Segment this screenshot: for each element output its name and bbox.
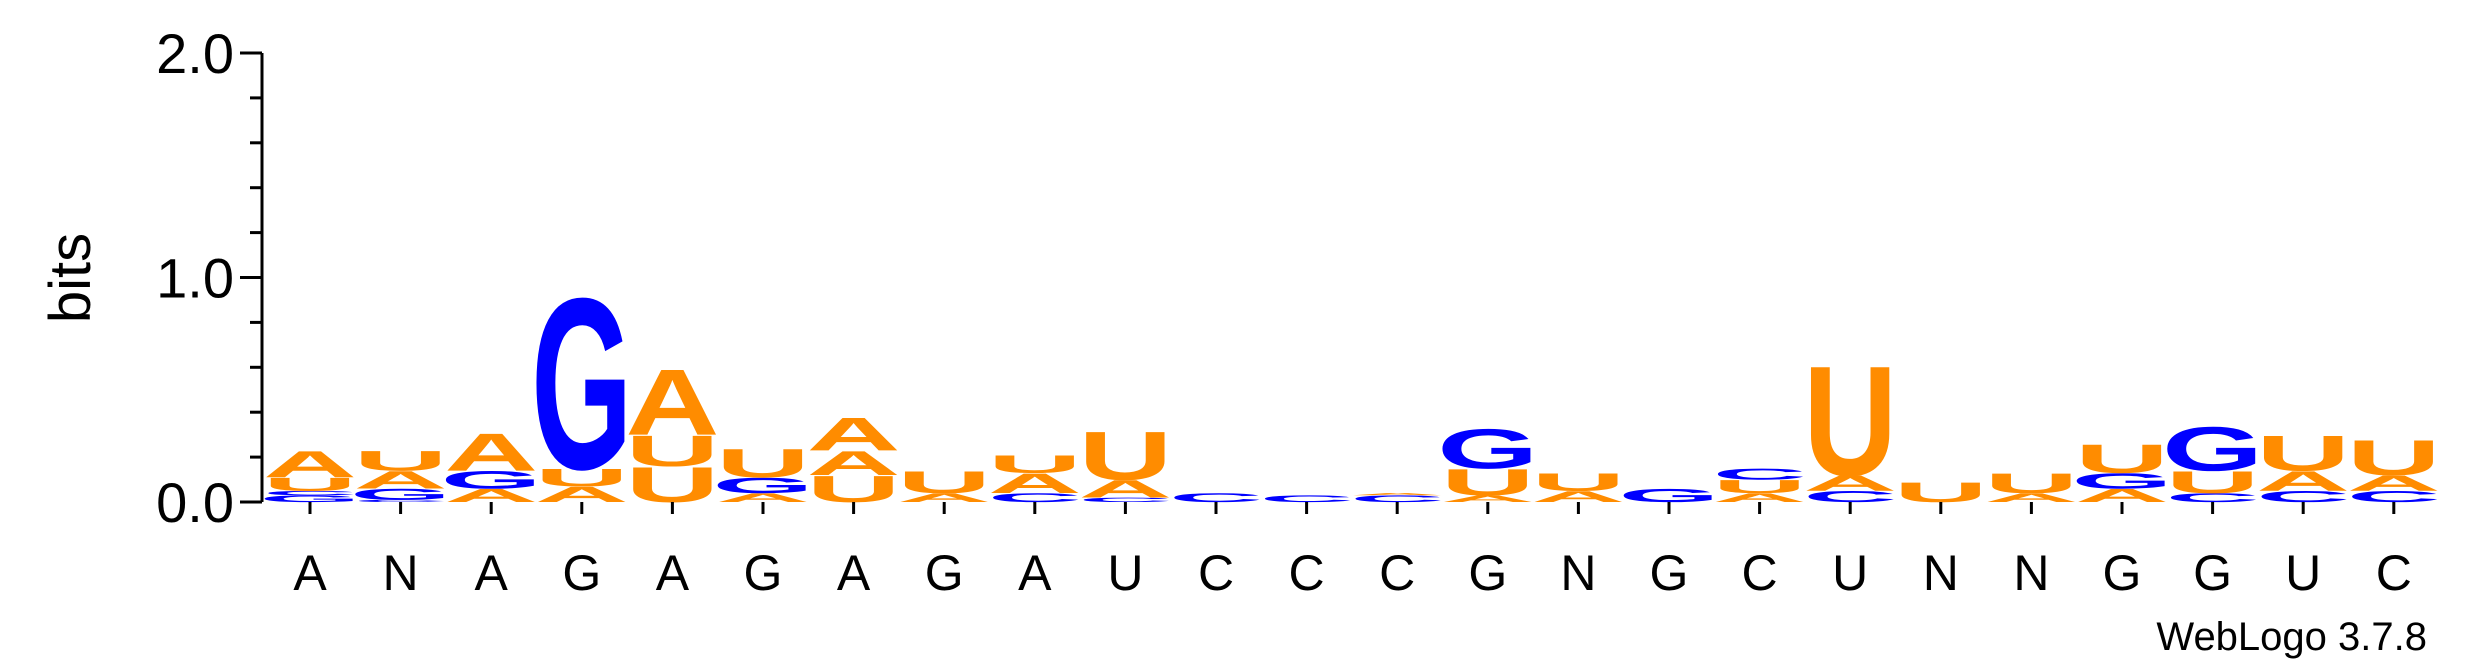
- logo-letter-u: U: [988, 450, 1082, 478]
- logo-letter-a: A: [1531, 488, 1625, 506]
- logo-letter-c: C: [988, 491, 1082, 505]
- logo-letter-c: C: [2347, 488, 2441, 506]
- logo-letter-a: A: [2347, 471, 2441, 496]
- logo-letter-u: U: [716, 441, 810, 486]
- y-tick-label: 0.0: [156, 471, 234, 534]
- y-axis: 0.0 1.0 2.0: [156, 22, 264, 534]
- logo-letter-a: A: [354, 466, 448, 494]
- y-tick-label: 2.0: [156, 22, 234, 85]
- logo-letter-c: C: [1260, 493, 1354, 504]
- x-tick-label: G: [744, 545, 783, 601]
- x-tick-label: C: [1742, 545, 1778, 601]
- logo-letter-c: C: [1078, 496, 1172, 503]
- logo-letter-a: A: [444, 485, 538, 506]
- x-tick-label: A: [656, 545, 690, 601]
- logo-letter-a: A: [625, 350, 719, 455]
- logo-letter-a: A: [1350, 492, 1444, 496]
- logo-letter-g: G: [2162, 414, 2263, 485]
- x-tick-label: C: [1379, 545, 1415, 601]
- logo-letter-g: G: [1437, 418, 1538, 481]
- x-tick-label: A: [1018, 545, 1052, 601]
- logo-stacks: GCUACGAUAGAAUGUUAAGUUAAAUCAUCAUCCCAAUGAU…: [259, 247, 2441, 520]
- x-tick-label: N: [1560, 545, 1596, 601]
- x-tick-label: G: [1468, 545, 1507, 601]
- logo-letter-a: A: [1078, 475, 1172, 503]
- x-tick-label: N: [383, 545, 419, 601]
- logo-letter-a: A: [807, 444, 901, 482]
- x-tick-label: U: [2285, 545, 2321, 601]
- logo-letter-a: A: [444, 423, 538, 482]
- logo-letter-u: U: [2166, 465, 2260, 500]
- logo-letter-c: C: [2256, 488, 2350, 506]
- logo-letter-u: U: [2347, 430, 2441, 486]
- x-tick-label: A: [475, 545, 509, 601]
- logo-letter-u: U: [535, 464, 629, 492]
- logo-letter-c: C: [1713, 465, 1807, 483]
- logo-letter-u: U: [1531, 468, 1625, 496]
- x-tick-label: G: [2103, 545, 2142, 601]
- x-tick-label: G: [2193, 545, 2232, 601]
- x-tick-label: A: [293, 545, 327, 601]
- logo-letter-u: U: [1803, 334, 1897, 509]
- logo-letter-a: A: [897, 491, 991, 505]
- logo-letter-u: U: [1713, 476, 1807, 497]
- logo-letter-c: C: [1350, 493, 1444, 504]
- logo-letter-c: C: [1169, 491, 1263, 505]
- x-tick-label: N: [2013, 545, 2049, 601]
- x-tick-label: C: [2376, 545, 2412, 601]
- logo-letter-c: C: [1803, 488, 1897, 506]
- logo-letter-u: U: [897, 465, 991, 500]
- logo-letter-u: U: [354, 445, 448, 476]
- logo-letter-c: C: [354, 499, 448, 503]
- weblogo-credit: WebLogo 3.7.8: [2156, 615, 2427, 659]
- x-tick-label: C: [1289, 545, 1325, 601]
- x-tick-label: G: [925, 545, 964, 601]
- logo-letter-u: U: [1984, 468, 2078, 499]
- logo-letter-a: A: [1984, 491, 2078, 505]
- x-tick-label: G: [562, 545, 601, 601]
- y-tick-label: 1.0: [156, 247, 234, 310]
- logo-letter-u: U: [1078, 418, 1172, 495]
- y-axis-label: bits: [38, 233, 103, 323]
- logo-letter-a: A: [263, 444, 357, 486]
- logo-letter-u: U: [263, 474, 357, 495]
- logo-letter-a: A: [2075, 485, 2169, 506]
- x-tick-label: U: [1832, 545, 1868, 601]
- logo-letter-u: U: [625, 426, 719, 475]
- x-tick-label: G: [1650, 545, 1689, 601]
- logo-letter-g: G: [259, 493, 360, 504]
- logo-letter-a: A: [988, 468, 1082, 499]
- logo-letter-g: G: [441, 466, 542, 494]
- x-tick-label: C: [1198, 545, 1234, 601]
- logo-letter-g: G: [712, 473, 813, 498]
- logo-letter-a: A: [1803, 471, 1897, 496]
- logo-letter-g: G: [2071, 469, 2172, 494]
- logo-letter-a: A: [716, 491, 810, 505]
- logo-letter-a: A: [807, 408, 901, 461]
- logo-letter-a: A: [1441, 493, 1535, 504]
- logo-letter-u: U: [2256, 425, 2350, 481]
- logo-letter-u: U: [1441, 462, 1535, 504]
- logo-letter-c: C: [2166, 491, 2260, 505]
- x-tick-label: A: [837, 545, 871, 601]
- logo-letter-u: U: [2075, 437, 2169, 482]
- logo-letter-g: G: [531, 247, 632, 520]
- logo-letter-a: A: [1713, 491, 1807, 505]
- logo-letter-c: C: [263, 490, 357, 497]
- logo-letter-g: G: [350, 486, 451, 504]
- x-tick-label: N: [1923, 545, 1959, 601]
- logo-letter-g: G: [1618, 485, 1719, 506]
- logo-letter-a: A: [2256, 465, 2350, 496]
- x-tick-label: U: [1107, 545, 1143, 601]
